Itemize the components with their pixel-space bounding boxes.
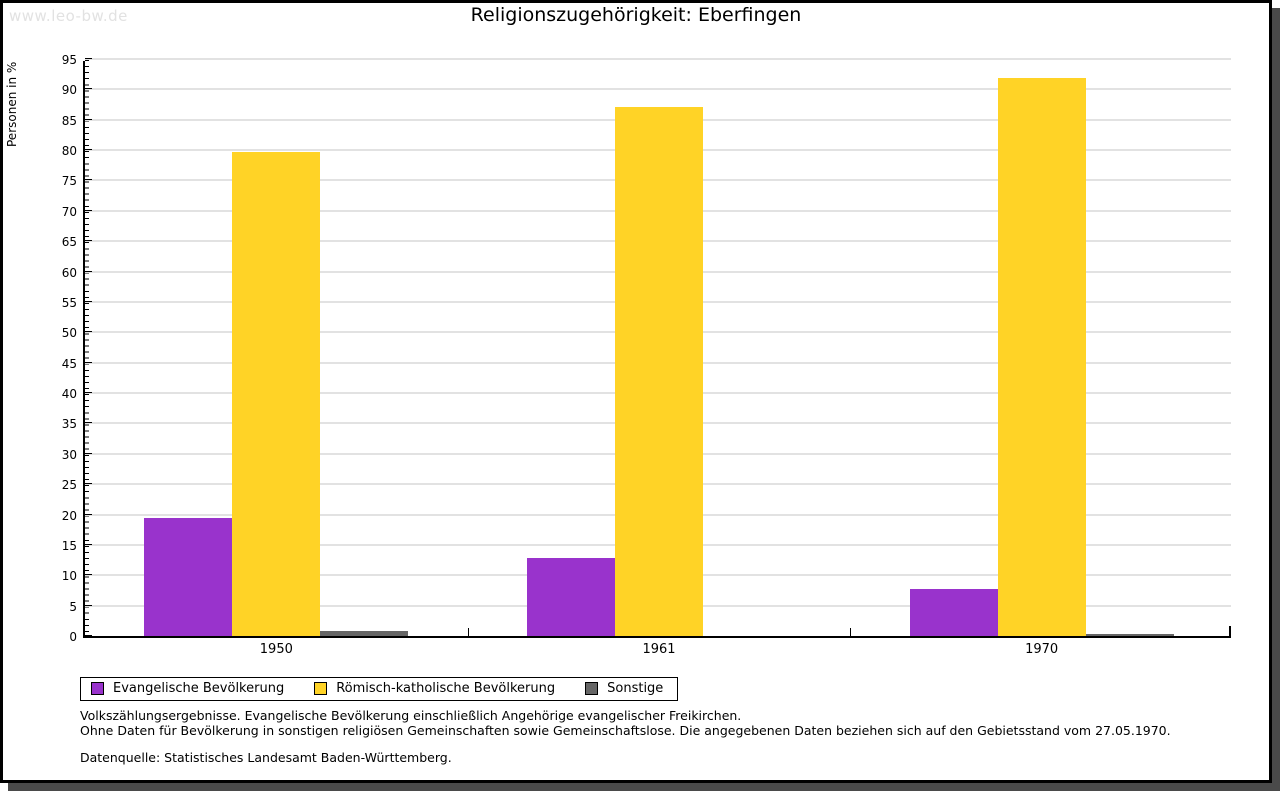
watermark: www.leo-bw.de (9, 7, 128, 25)
chart-title: Religionszugehörigkeit: Eberfingen (470, 4, 802, 26)
footer-source: Datenquelle: Statistisches Landesamt Bad… (80, 750, 452, 765)
y-axis-tick-label: 85 (61, 113, 77, 128)
y-axis-tick-label: 40 (61, 387, 77, 402)
legend-item-2: Sonstige (585, 681, 663, 696)
legend-swatch-2 (585, 682, 599, 695)
legend-item-0: Evangelische Bevölkerung (91, 681, 284, 696)
y-axis-major-tick (85, 574, 92, 576)
x-axis-category-label: 1961 (642, 642, 676, 657)
y-axis-major-tick (85, 88, 92, 90)
y-axis-major-tick (85, 543, 92, 545)
y-axis-major-tick (85, 58, 92, 59)
y-axis-tick-label: 10 (61, 569, 77, 584)
y-axis-tick-label: 35 (61, 417, 77, 432)
legend-item-1: Römisch-katholische Bevölkerung (314, 681, 555, 696)
y-axis-tick-label: 65 (61, 235, 77, 250)
x-axis-category-label: 1950 (259, 642, 293, 657)
bar-1970-series2 (1085, 634, 1174, 636)
gridline (85, 58, 1231, 60)
footer-note-line1: Volkszählungsergebnisse. Evangelische Be… (80, 708, 742, 723)
y-axis-major-tick (85, 452, 92, 454)
y-axis-tick-label: 20 (61, 508, 77, 523)
bar-1970-series1 (997, 77, 1086, 636)
legend-label-1: Römisch-katholische Bevölkerung (336, 681, 556, 696)
y-axis-tick-label: 0 (69, 630, 77, 644)
y-axis-tick-label: 70 (61, 204, 77, 219)
y-axis-major-tick (85, 179, 92, 181)
bar-1950-series2 (320, 630, 409, 636)
y-axis-minor-ticks (85, 60, 89, 639)
y-axis-tick-label: 5 (69, 599, 77, 614)
y-axis-tick-label: 30 (61, 447, 77, 462)
legend-label-2: Sonstige (607, 681, 664, 696)
y-axis-major-tick (85, 118, 92, 120)
y-axis-tick-label: 25 (61, 478, 77, 493)
bar-1950-series1 (232, 151, 321, 636)
bar-1970-series0 (909, 589, 998, 636)
x-axis-separator-tick (467, 628, 469, 636)
y-axis-major-tick (85, 422, 92, 424)
legend-label-0: Evangelische Bevölkerung (113, 681, 285, 696)
y-axis-tick-label: 50 (61, 326, 77, 341)
y-axis-major-tick (85, 361, 92, 363)
y-axis-major-tick (85, 635, 92, 636)
plot-area: 1950 1961 1970 (83, 58, 1231, 657)
footer-note-line2: Ohne Daten für Bevölkerung in sonstigen … (80, 723, 1171, 738)
y-axis-major-tick (85, 331, 92, 333)
y-axis-major-tick (85, 604, 92, 606)
y-axis-major-tick (85, 209, 92, 211)
y-axis-tick-label: 55 (61, 295, 77, 310)
y-axis-major-tick (85, 483, 92, 485)
y-axis-major-tick (85, 240, 92, 242)
y-axis-tick-label: 95 (61, 53, 77, 67)
y-axis-tick-label: 60 (61, 265, 77, 280)
x-axis-end-tick (1229, 626, 1231, 636)
y-axis-tick-label: 90 (61, 83, 77, 98)
y-axis-major-tick (85, 300, 92, 302)
bar-1950-series0 (144, 518, 233, 636)
x-axis-separator-tick (850, 628, 852, 636)
legend-swatch-1 (314, 682, 328, 695)
bar-1961-series1 (615, 106, 703, 636)
x-axis-category-label: 1970 (1025, 642, 1059, 657)
y-axis-tick-label: 80 (61, 144, 77, 159)
y-axis-tick-label: 75 (61, 174, 77, 189)
y-axis-major-tick (85, 270, 92, 272)
footer-notes: Volkszählungsergebnisse. Evangelische Be… (80, 708, 1171, 765)
y-axis-tick-label: 15 (61, 538, 77, 553)
y-axis-major-tick (85, 149, 92, 151)
legend: Evangelische Bevölkerung Römisch-katholis… (80, 677, 679, 701)
bar-1961-series0 (527, 558, 615, 636)
y-axis-tick-label: 45 (61, 356, 77, 371)
y-axis-major-tick (85, 513, 92, 515)
legend-swatch-0 (91, 682, 104, 695)
y-axis-major-tick (85, 392, 92, 394)
gridline (85, 88, 1231, 91)
y-axis-label: Personen in % (5, 61, 19, 147)
